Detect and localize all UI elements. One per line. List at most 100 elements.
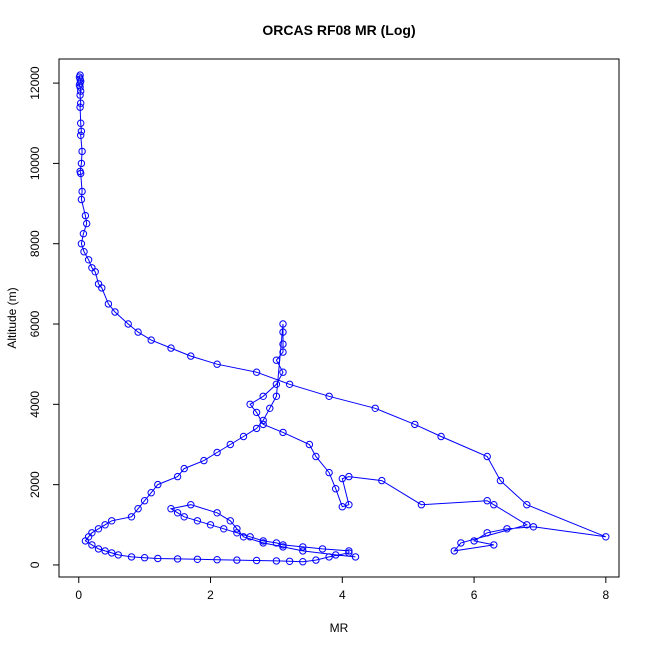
data-point — [84, 256, 93, 264]
data-point — [108, 549, 116, 557]
data-point — [77, 131, 85, 140]
data-point — [187, 352, 195, 360]
x-axis-label: MR — [330, 621, 349, 635]
data-point — [378, 476, 386, 485]
y-tick-label: 8000 — [28, 230, 42, 257]
data-point — [325, 392, 333, 400]
data-point — [94, 525, 103, 533]
data-point — [345, 547, 353, 555]
data-point — [239, 432, 248, 441]
data-point — [127, 513, 136, 521]
data-point — [279, 368, 287, 376]
data-point — [332, 485, 340, 493]
data-point — [78, 147, 86, 156]
data-point — [76, 91, 84, 99]
data-point — [325, 553, 333, 561]
data-point — [252, 556, 261, 565]
y-tick-label: 10000 — [28, 146, 42, 180]
data-point — [483, 452, 491, 461]
series-line — [78, 74, 606, 563]
data-point — [101, 547, 109, 555]
data-point — [193, 555, 202, 563]
data-point — [279, 320, 287, 328]
data-point — [213, 509, 221, 517]
y-axis-label: Altitude (m) — [5, 287, 19, 348]
y-tick-label: 12000 — [28, 66, 42, 100]
data-point — [312, 556, 320, 564]
data-point — [529, 523, 538, 531]
data-point — [101, 521, 109, 529]
data-point — [490, 541, 498, 549]
data-point — [200, 456, 208, 465]
data-point — [272, 380, 281, 388]
y-tick-label: 6000 — [28, 310, 42, 337]
x-tick-label: 0 — [75, 588, 82, 602]
data-point — [279, 428, 287, 437]
data-point — [411, 420, 419, 429]
data-point — [272, 392, 281, 400]
data-point — [140, 497, 149, 505]
data-point — [272, 557, 281, 565]
data-point — [233, 525, 241, 533]
y-tick-label: 4000 — [28, 391, 42, 418]
data-point — [338, 503, 346, 511]
data-point — [77, 127, 86, 136]
x-tick-label: 6 — [471, 588, 478, 602]
data-point — [111, 308, 119, 316]
data-point — [173, 555, 182, 563]
data-point — [76, 103, 84, 111]
data-point — [94, 545, 103, 553]
data-point — [180, 464, 188, 473]
data-point — [252, 368, 261, 376]
data-point — [285, 557, 294, 565]
data-point — [206, 521, 215, 529]
data-point — [279, 340, 287, 348]
data-point — [345, 501, 353, 509]
data-point — [259, 420, 267, 429]
data-point — [88, 541, 96, 549]
data-point — [279, 328, 287, 336]
data-point — [266, 404, 274, 412]
data-point — [147, 336, 155, 344]
data-point — [147, 489, 155, 497]
data-point — [483, 497, 491, 505]
data-point — [81, 537, 90, 545]
data-point — [318, 545, 327, 553]
data-point — [233, 556, 241, 564]
data-point — [345, 472, 353, 481]
data-point — [483, 529, 491, 537]
data-point — [80, 248, 88, 256]
y-tick-label: 2000 — [28, 471, 42, 498]
data-point — [226, 440, 235, 449]
data-point — [259, 416, 267, 425]
data-point — [299, 543, 307, 551]
data-point — [77, 195, 86, 204]
data-point — [252, 424, 261, 433]
data-point — [77, 159, 86, 168]
y-tick-label: 0 — [28, 561, 42, 568]
data-point — [417, 501, 426, 509]
data-point — [79, 230, 88, 238]
data-point — [154, 554, 162, 563]
data-point — [124, 320, 132, 328]
data-point — [523, 501, 531, 509]
data-point — [233, 529, 241, 537]
data-point — [140, 554, 149, 562]
data-point — [78, 187, 86, 196]
data-point — [285, 380, 294, 388]
chart-title: ORCAS RF08 MR (Log) — [262, 22, 415, 38]
data-point — [338, 474, 346, 483]
data-point — [213, 448, 221, 457]
data-point — [226, 517, 235, 525]
data-point — [180, 513, 188, 521]
x-tick-label: 4 — [339, 588, 346, 602]
data-points — [75, 71, 610, 566]
data-point — [259, 392, 267, 400]
data-point — [272, 356, 281, 364]
data-point — [127, 553, 136, 561]
data-point — [108, 517, 116, 525]
data-point — [259, 537, 267, 545]
data-point — [193, 517, 202, 525]
data-point — [602, 533, 610, 541]
